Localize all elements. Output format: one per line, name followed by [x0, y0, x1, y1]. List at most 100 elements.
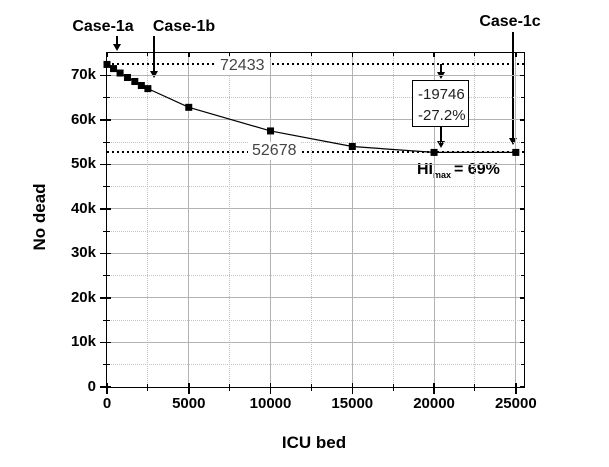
y-axis-right-tick: [520, 208, 524, 210]
gridline-y-major: [107, 341, 524, 343]
y-axis-minor-tick: [103, 364, 110, 366]
data-point-marker: [131, 78, 139, 86]
gridline-y-minor: [107, 364, 524, 366]
gridline-y-minor: [107, 97, 524, 99]
annotation-case-1c: Case-1c: [479, 13, 541, 30]
y-axis-title: No dead: [30, 183, 49, 251]
y-axis-major-tick: [100, 297, 111, 299]
x-axis-major-tick: [106, 383, 108, 394]
x-axis-top-minor-tick: [474, 53, 476, 56]
y-axis-minor-tick: [103, 319, 110, 321]
gridline-y-major: [107, 208, 524, 210]
y-axis-right-minor-tick: [521, 319, 524, 321]
delta-annotation-box: -19746 -27.2%: [412, 80, 469, 127]
y-axis-right-minor-tick: [521, 275, 524, 277]
gridline-y-minor: [107, 186, 524, 188]
x-axis-top-minor-tick: [147, 53, 149, 56]
x-axis-top-tick: [515, 53, 517, 57]
data-point-marker: [512, 148, 520, 156]
x-axis-major-tick: [515, 383, 517, 394]
y-axis-right-minor-tick: [521, 186, 524, 188]
x-axis-major-tick: [269, 383, 272, 394]
gridline-y-minor: [107, 230, 524, 232]
x-tick-label: 20000: [413, 395, 455, 412]
data-point-marker: [137, 82, 145, 90]
gridline-x-minor: [474, 53, 476, 387]
x-axis-minor-tick: [392, 384, 394, 391]
y-axis-minor-tick: [103, 141, 110, 143]
y-axis-minor-tick: [103, 97, 110, 99]
gridline-x-major: [433, 53, 435, 387]
y-tick-label: 50k: [70, 155, 96, 173]
y-axis-right-minor-tick: [521, 364, 524, 366]
gridline-y-major: [107, 252, 524, 254]
y-axis-right-tick: [520, 119, 524, 121]
delta-absolute-value: -19746: [418, 86, 465, 103]
y-axis-major-tick: [100, 163, 111, 166]
y-axis-right-tick: [520, 163, 524, 166]
x-tick-label: 15000: [331, 395, 374, 412]
x-axis-top-minor-tick: [229, 53, 231, 56]
y-axis-right-minor-tick: [521, 97, 524, 99]
y-tick-label: 60k: [70, 110, 96, 128]
y-axis-major-tick: [100, 386, 111, 388]
x-axis-major-tick: [351, 383, 354, 394]
x-axis-top-minor-tick: [310, 53, 312, 56]
y-axis-major-tick: [100, 341, 111, 344]
y-tick-label: 40k: [70, 199, 96, 217]
y-axis-minor-tick: [103, 230, 110, 232]
x-tick-label: 10000: [249, 395, 292, 412]
annotation-case-1a: Case-1a: [72, 18, 134, 35]
x-axis-top-minor-tick: [392, 53, 394, 56]
x-axis-major-tick: [433, 383, 435, 394]
y-axis-major-tick: [100, 208, 111, 210]
x-axis-top-tick: [433, 53, 435, 57]
y-axis-major-tick: [100, 252, 111, 255]
gridline-x-minor: [392, 53, 394, 387]
gridline-x-minor: [310, 53, 312, 387]
y-tick-label: 0: [87, 378, 96, 395]
gridline-y-minor: [107, 141, 524, 143]
data-series-layer: [103, 60, 520, 156]
data-point-marker: [116, 69, 124, 77]
x-axis-minor-tick: [310, 384, 312, 391]
y-axis-right-minor-tick: [521, 141, 524, 143]
y-tick-label: 20k: [70, 288, 96, 306]
x-axis-minor-tick: [229, 384, 231, 391]
data-point-marker: [103, 60, 111, 68]
plot-area: 0 5000 10000 15000 20000 25000 0 10k 20k 30k 40k 50…: [71, 52, 537, 412]
x-axis-title: ICU bed: [281, 433, 347, 452]
gridline-x-major: [270, 53, 272, 387]
gridline-x-major: [188, 53, 190, 387]
x-axis-top-tick: [269, 53, 272, 57]
y-axis-minor-tick: [103, 275, 110, 277]
y-tick-label: 30k: [70, 244, 96, 262]
y-axis-minor-tick: [103, 186, 110, 188]
y-tick-label: 10k: [70, 333, 96, 351]
data-point-marker: [348, 143, 356, 151]
x-tick-label: 0: [102, 395, 112, 412]
gridline-x-minor: [147, 53, 149, 387]
x-axis-minor-tick: [474, 384, 476, 391]
x-tick-label: 5000: [172, 395, 206, 412]
y-axis-major-tick: [100, 119, 111, 121]
data-point-marker: [430, 148, 438, 156]
gridline-x-major: [515, 53, 517, 387]
x-axis-top-tick: [351, 53, 354, 57]
hi-max-prefix: HI: [417, 161, 433, 178]
gridline-y-major: [107, 119, 524, 121]
ref-line-top-label: 72433: [216, 57, 269, 75]
x-axis-top-tick: [106, 53, 108, 57]
gridline-y-minor: [107, 319, 524, 321]
hi-max-annotation: HImax = 69%: [417, 161, 500, 180]
ref-line-top: [107, 63, 524, 66]
gridline-y-major: [107, 74, 524, 76]
ref-line-bottom: [107, 151, 524, 154]
delta-percent-value: -27.2%: [418, 107, 466, 124]
gridline-x-major: [351, 53, 353, 387]
y-tick-label: 70k: [70, 66, 96, 84]
y-axis-right-tick: [520, 252, 524, 255]
data-point-marker: [110, 65, 118, 73]
ref-line-bottom-label: 52678: [248, 142, 301, 160]
